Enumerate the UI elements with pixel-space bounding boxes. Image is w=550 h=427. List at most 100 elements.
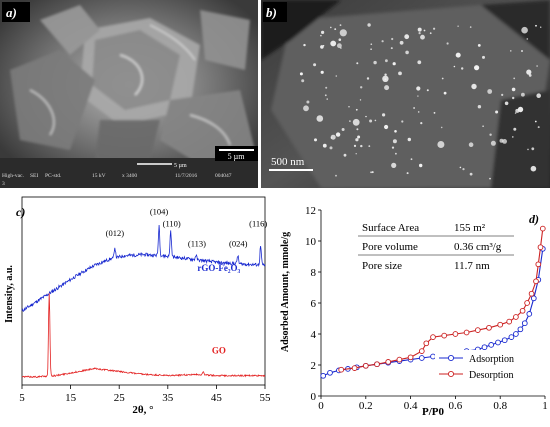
nanoparticle <box>384 124 389 130</box>
nanoparticle <box>528 74 532 77</box>
desorption-point <box>362 362 369 369</box>
desorption-point <box>497 321 504 328</box>
nanoparticle <box>382 75 389 83</box>
nanoparticle <box>527 148 529 151</box>
nanoparticle <box>326 98 328 100</box>
adsorption-point <box>327 369 333 376</box>
adsorption-point <box>508 334 515 340</box>
table-cell-value: 155 m² <box>454 222 486 234</box>
nanoparticle <box>299 72 303 76</box>
footer-mode: PC-std. <box>45 173 62 179</box>
nanoparticle <box>335 174 337 177</box>
peak-label: (024) <box>229 238 248 248</box>
table-background <box>358 215 514 274</box>
peak-label: (012) <box>106 228 125 238</box>
scale-bar-label: 500 nm <box>271 156 305 168</box>
y-tick-label: 8 <box>311 267 317 279</box>
adsorption-point <box>430 353 436 360</box>
nanoparticle <box>512 136 514 138</box>
nanoparticle <box>416 86 421 91</box>
nanoparticle <box>429 32 432 35</box>
desorption-point <box>351 365 358 371</box>
nanoparticle <box>395 152 397 155</box>
table-cell-name: Surface Area <box>362 222 419 234</box>
nanoparticle <box>359 99 362 101</box>
nanoparticle <box>536 65 538 67</box>
nanoparticle <box>515 108 520 113</box>
sem-footer-bar <box>0 158 258 188</box>
nanoparticle <box>490 140 496 146</box>
desorption-point <box>385 359 392 365</box>
nanoparticle <box>367 23 371 27</box>
adsorption-point <box>320 372 327 379</box>
nanoparticle <box>433 27 436 30</box>
footer-date: 11/7/2016 <box>175 173 197 179</box>
nanoparticle <box>404 34 410 40</box>
x-tick-label: 0.2 <box>359 400 373 412</box>
nanoparticle <box>418 31 421 35</box>
x-tick-label: 0.4 <box>404 400 418 412</box>
nanoparticle <box>320 45 324 49</box>
nanoparticle <box>313 63 317 67</box>
nanoparticle <box>322 143 327 148</box>
nanoparticle <box>446 42 449 45</box>
nanoparticle <box>489 133 492 136</box>
nanoparticle <box>413 107 415 109</box>
y-tick-label: 0 <box>311 391 317 403</box>
nanoparticle <box>394 130 397 133</box>
x-tick-label: 55 <box>260 392 272 404</box>
sem-image-b-graphic: 500 nm b) <box>261 0 550 188</box>
nanoparticle <box>337 43 342 49</box>
nanoparticle <box>514 112 517 114</box>
nanoparticle <box>526 69 532 75</box>
nanoparticle <box>512 96 515 100</box>
nanoparticle <box>391 162 397 168</box>
nanoparticle <box>417 27 422 32</box>
y-tick-label: 4 <box>311 329 317 341</box>
nanoparticle <box>353 144 357 147</box>
plot-frame <box>21 196 266 386</box>
nanoparticle <box>513 127 517 131</box>
nanoparticle <box>330 134 336 140</box>
xrd-chart: 5 15 25 35 45 55 (012) (104) (110) (113) (024) (11… <box>0 196 275 422</box>
desorption-point <box>418 348 425 354</box>
nanoparticle <box>330 26 332 29</box>
desorption-point <box>524 300 530 306</box>
peak-label: (113) <box>188 238 206 248</box>
nanoparticle <box>521 50 523 52</box>
peak-label: (116) <box>249 218 267 228</box>
nanoparticle <box>530 165 537 172</box>
nanoparticle <box>314 138 317 142</box>
nanoparticle <box>381 40 384 43</box>
x-tick-label: 1 <box>542 400 548 412</box>
nanoparticle <box>368 145 371 148</box>
legend-label-adsorption: Adsorption <box>469 354 514 365</box>
y-tick-label: 12 <box>305 205 316 217</box>
desorption-point <box>535 261 542 268</box>
nanoparticle <box>469 172 473 176</box>
desorption-point <box>374 361 380 368</box>
desorption-point <box>338 366 345 373</box>
footer-magnification: x 3400 <box>122 173 137 179</box>
adsorption-point <box>521 320 528 327</box>
nanoparticle <box>495 110 499 114</box>
legend-marker-desorption <box>447 370 455 378</box>
nanoparticle <box>521 92 525 97</box>
nanoparticle <box>441 77 444 80</box>
nanoparticle <box>513 77 516 80</box>
footer-voltage: 15 kV <box>92 173 106 179</box>
desorption-point <box>533 278 539 285</box>
xrd-chart-svg: 5 15 25 35 45 55 (012) (104)(110) (113) (024)(11… <box>4 196 272 416</box>
nanoparticle <box>499 138 504 143</box>
nanoparticle <box>468 142 474 147</box>
x-tick-label: 45 <box>211 392 223 404</box>
x-tick-label: 5 <box>19 392 25 404</box>
nanoparticle <box>536 93 541 98</box>
nanoparticle <box>477 105 482 109</box>
nanoparticle <box>369 119 373 123</box>
nanoparticle <box>398 71 402 76</box>
nanoparticle <box>374 119 377 122</box>
nanoparticle <box>391 37 394 41</box>
nanoparticle <box>334 28 337 30</box>
isotherm-chart-svg: 0 2 4 6 8 10 12 0 0.2 0.4 0.6 0.8 1 Surface Area 155 … <box>280 205 548 418</box>
